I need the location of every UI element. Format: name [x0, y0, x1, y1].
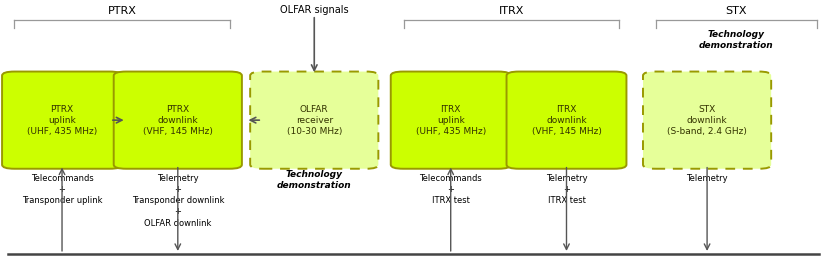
Text: STX
downlink
(S-band, 2.4 GHz): STX downlink (S-band, 2.4 GHz)	[667, 104, 747, 136]
Text: PTRX
downlink
(VHF, 145 MHz): PTRX downlink (VHF, 145 MHz)	[143, 104, 213, 136]
FancyBboxPatch shape	[114, 72, 241, 169]
Text: Technology
demonstration: Technology demonstration	[277, 170, 351, 190]
Text: OLFAR signals: OLFAR signals	[280, 5, 348, 15]
Text: STX: STX	[726, 6, 747, 16]
Text: ITRX: ITRX	[499, 6, 523, 16]
Text: ITRX
downlink
(VHF, 145 MHz): ITRX downlink (VHF, 145 MHz)	[532, 104, 601, 136]
Text: PTRX: PTRX	[108, 6, 136, 16]
Text: Telemetry
+
ITRX test: Telemetry + ITRX test	[546, 174, 587, 205]
FancyBboxPatch shape	[391, 72, 510, 169]
Text: PTRX
uplink
(UHF, 435 MHz): PTRX uplink (UHF, 435 MHz)	[27, 104, 97, 136]
FancyBboxPatch shape	[250, 72, 379, 169]
Text: ITRX
uplink
(UHF, 435 MHz): ITRX uplink (UHF, 435 MHz)	[416, 104, 485, 136]
Text: Technology
demonstration: Technology demonstration	[699, 30, 773, 50]
FancyBboxPatch shape	[2, 72, 122, 169]
Text: Telecommands
+
Transponder uplink: Telecommands + Transponder uplink	[22, 174, 103, 205]
FancyBboxPatch shape	[506, 72, 627, 169]
Text: Telemetry: Telemetry	[686, 174, 728, 183]
Text: Telemetry
+
Transponder downlink
+
OLFAR downlink: Telemetry + Transponder downlink + OLFAR…	[131, 174, 224, 228]
Text: Telecommands
+
ITRX test: Telecommands + ITRX test	[419, 174, 482, 205]
FancyBboxPatch shape	[643, 72, 771, 169]
Text: OLFAR
receiver
(10-30 MHz): OLFAR receiver (10-30 MHz)	[287, 104, 342, 136]
